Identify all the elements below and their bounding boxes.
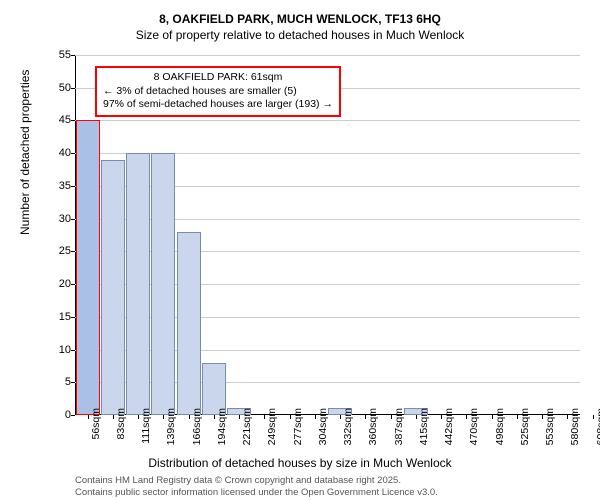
credit-line-1: Contains HM Land Registry data © Crown c… <box>75 475 401 486</box>
xtick-label: 608sqm <box>595 408 600 458</box>
ytick-label: 40 <box>41 147 71 159</box>
ytick-mark <box>71 350 75 351</box>
annotation-line-3: 97% of semi-detached houses are larger (… <box>103 98 333 112</box>
xtick-mark <box>416 415 417 419</box>
credit-line-2: Contains public sector information licen… <box>75 487 438 498</box>
xtick-label: 221sqm <box>241 408 253 458</box>
xtick-label: 249sqm <box>266 408 278 458</box>
xtick-label: 525sqm <box>519 408 531 458</box>
xtick-mark <box>391 415 392 419</box>
xtick-mark <box>492 415 493 419</box>
histogram-bar <box>101 160 125 415</box>
ytick-label: 10 <box>41 344 71 356</box>
chart-title-sub: Size of property relative to detached ho… <box>0 28 600 42</box>
xtick-mark <box>214 415 215 419</box>
ytick-label: 25 <box>41 245 71 257</box>
xtick-label: 277sqm <box>292 408 304 458</box>
xtick-mark <box>138 415 139 419</box>
xtick-label: 139sqm <box>165 408 177 458</box>
annotation-line-2: ← 3% of detached houses are smaller (5) <box>103 85 333 99</box>
xtick-label: 498sqm <box>494 408 506 458</box>
ytick-mark <box>71 251 75 252</box>
histogram-bar <box>151 153 175 415</box>
xtick-label: 442sqm <box>443 408 455 458</box>
ytick-mark <box>71 88 75 89</box>
histogram-bar <box>126 153 150 415</box>
grid-line <box>75 55 580 56</box>
xtick-mark <box>290 415 291 419</box>
ytick-label: 0 <box>41 409 71 421</box>
xtick-mark <box>239 415 240 419</box>
xtick-label: 387sqm <box>393 408 405 458</box>
xtick-label: 360sqm <box>367 408 379 458</box>
ytick-label: 45 <box>41 114 71 126</box>
chart-container: 8, OAKFIELD PARK, MUCH WENLOCK, TF13 6HQ… <box>0 0 600 500</box>
y-axis-label: Number of detached properties <box>18 70 32 235</box>
xtick-label: 83sqm <box>115 408 127 458</box>
xtick-mark <box>189 415 190 419</box>
ytick-label: 5 <box>41 376 71 388</box>
histogram-bar <box>177 232 201 415</box>
ytick-label: 35 <box>41 180 71 192</box>
xtick-label: 166sqm <box>191 408 203 458</box>
ytick-mark <box>71 186 75 187</box>
grid-line <box>75 120 580 121</box>
xtick-mark <box>88 415 89 419</box>
ytick-mark <box>71 415 75 416</box>
histogram-bar <box>76 120 100 415</box>
xtick-mark <box>441 415 442 419</box>
ytick-label: 55 <box>41 49 71 61</box>
xtick-mark <box>542 415 543 419</box>
annotation-line-1: 8 OAKFIELD PARK: 61sqm <box>103 71 333 85</box>
xtick-mark <box>340 415 341 419</box>
xtick-label: 194sqm <box>216 408 228 458</box>
xtick-label: 553sqm <box>544 408 556 458</box>
ytick-mark <box>71 153 75 154</box>
xtick-label: 56sqm <box>90 408 102 458</box>
ytick-mark <box>71 317 75 318</box>
ytick-mark <box>71 55 75 56</box>
ytick-mark <box>71 219 75 220</box>
xtick-mark <box>315 415 316 419</box>
ytick-label: 15 <box>41 311 71 323</box>
ytick-mark <box>71 382 75 383</box>
xtick-label: 580sqm <box>569 408 581 458</box>
ytick-label: 20 <box>41 278 71 290</box>
ytick-mark <box>71 284 75 285</box>
ytick-label: 50 <box>41 82 71 94</box>
ytick-label: 30 <box>41 213 71 225</box>
xtick-label: 332sqm <box>342 408 354 458</box>
xtick-label: 415sqm <box>418 408 430 458</box>
xtick-label: 470sqm <box>468 408 480 458</box>
xtick-mark <box>517 415 518 419</box>
chart-title-main: 8, OAKFIELD PARK, MUCH WENLOCK, TF13 6HQ <box>0 12 600 26</box>
ytick-mark <box>71 120 75 121</box>
annotation-box: 8 OAKFIELD PARK: 61sqm ← 3% of detached … <box>95 66 341 117</box>
x-axis-label: Distribution of detached houses by size … <box>0 456 600 470</box>
xtick-label: 304sqm <box>317 408 329 458</box>
xtick-mark <box>593 415 594 419</box>
xtick-mark <box>113 415 114 419</box>
xtick-label: 111sqm <box>140 408 152 458</box>
